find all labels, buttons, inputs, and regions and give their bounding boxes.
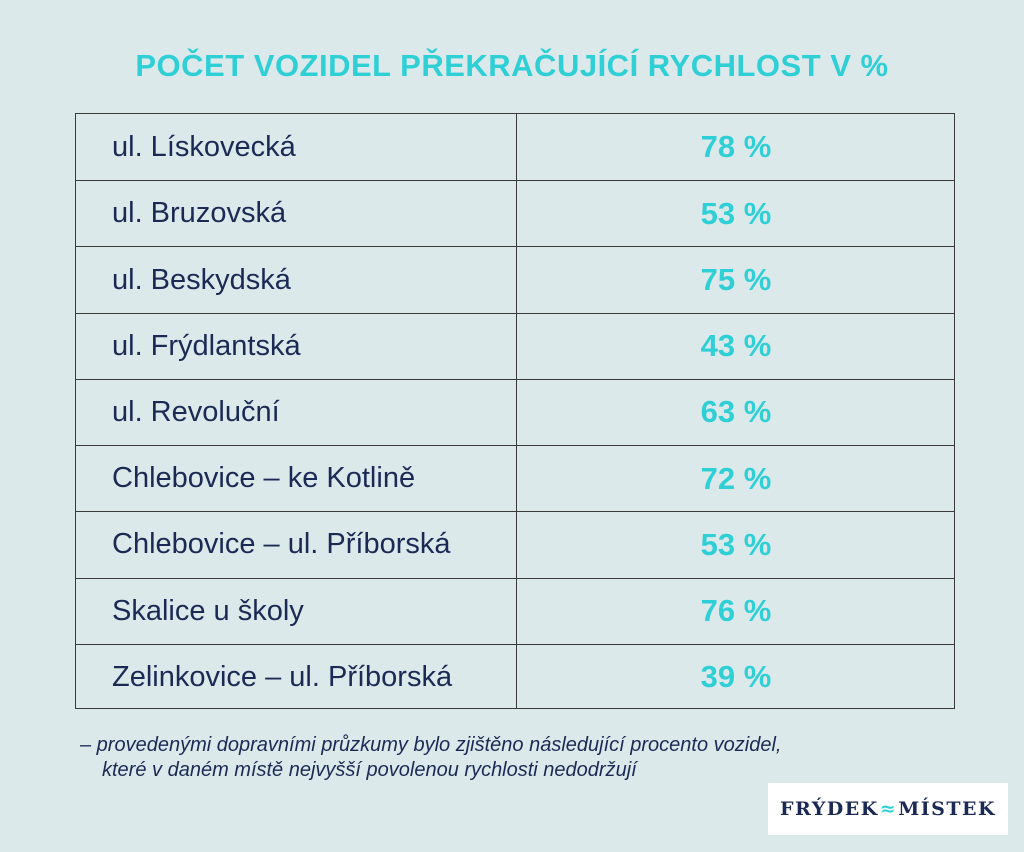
- location-cell: ul. Beskydská: [112, 263, 291, 296]
- footnote: – provedenými dopravními průzkumy bylo z…: [80, 733, 781, 783]
- table-row: Chlebovice – ul. Příborská 53 %: [76, 511, 954, 577]
- location-cell: ul. Lískovecká: [112, 130, 296, 163]
- table-row: Chlebovice – ke Kotlině 72 %: [76, 445, 954, 511]
- location-cell: ul. Frýdlantská: [112, 329, 301, 362]
- logo-wave-icon: ≈: [879, 798, 898, 820]
- table-row: ul. Revoluční 63 %: [76, 378, 954, 445]
- location-cell: Chlebovice – ul. Příborská: [112, 528, 451, 561]
- table-row: ul. Bruzovská 53 %: [76, 180, 954, 246]
- percentage-cell: 76 %: [700, 593, 772, 629]
- percentage-cell: 53 %: [700, 526, 772, 562]
- percentage-cell: 72 %: [700, 460, 772, 496]
- percentage-cell: 63 %: [700, 394, 772, 430]
- city-logo: FRÝDEK ≈ MÍSTEK: [768, 783, 1008, 835]
- footnote-line-2: které v daném místě nejvyšší povolenou r…: [102, 759, 637, 781]
- location-cell: Chlebovice – ke Kotlině: [112, 462, 416, 495]
- percentage-cell: 78 %: [700, 129, 772, 165]
- table-row: ul. Lískovecká 78 %: [76, 114, 954, 180]
- logo-text-right: MÍSTEK: [898, 798, 996, 820]
- percentage-cell: 53 %: [700, 195, 772, 231]
- location-cell: ul. Bruzovská: [112, 197, 287, 230]
- data-table: ul. Lískovecká 78 % ul. Bruzovská 53 % ul. B…: [75, 113, 955, 709]
- table-row: ul. Beskydská 75 %: [76, 246, 954, 312]
- percentage-cell: 75 %: [700, 262, 772, 298]
- location-cell: Zelinkovice – ul. Příborská: [112, 660, 453, 693]
- chart-title: POČET VOZIDEL PŘEKRAČUJÍCÍ RYCHLOST V %: [135, 48, 889, 83]
- table-row: Zelinkovice – ul. Příborská 39 %: [76, 643, 954, 710]
- logo-text-left: FRÝDEK: [780, 798, 879, 820]
- table-row: Skalice u školy 76 %: [76, 577, 954, 644]
- footnote-line-1: – provedenými dopravními průzkumy bylo z…: [80, 734, 782, 756]
- location-cell: ul. Revoluční: [112, 395, 280, 428]
- location-cell: Skalice u školy: [112, 594, 304, 627]
- percentage-cell: 43 %: [700, 328, 772, 364]
- column-divider: [516, 114, 517, 708]
- percentage-cell: 39 %: [700, 659, 772, 695]
- table-row: ul. Frýdlantská 43 %: [76, 312, 954, 379]
